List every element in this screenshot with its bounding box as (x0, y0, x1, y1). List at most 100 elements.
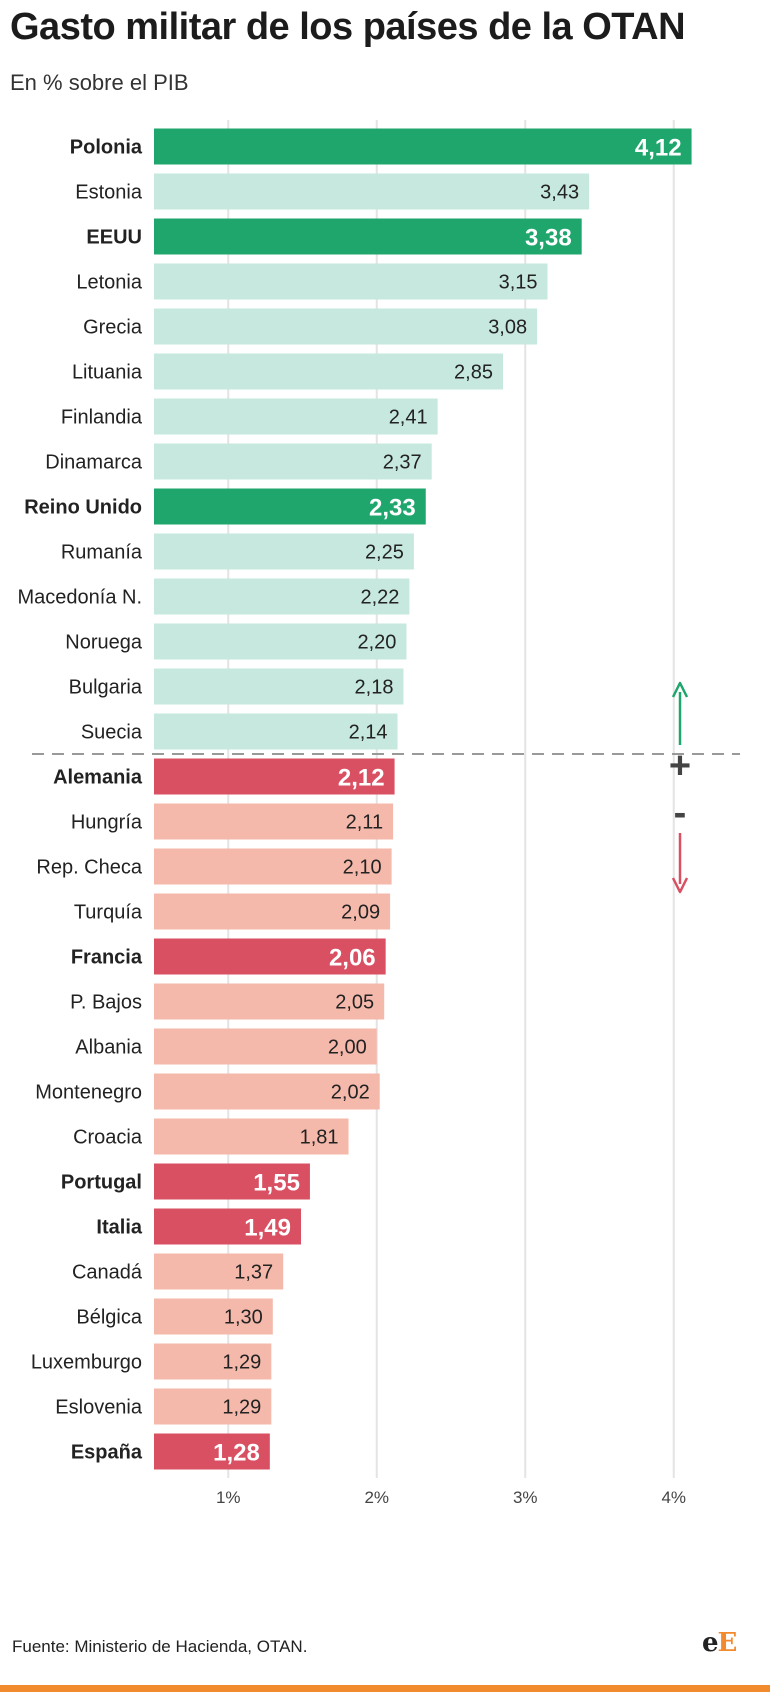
category-label: Alemania (53, 767, 143, 789)
chart-title: Gasto militar de los países de la OTAN (10, 6, 686, 48)
brand-logo: eE (702, 1628, 738, 1658)
bar (154, 893, 391, 930)
data-label: 3,38 (525, 225, 572, 252)
bar (154, 1433, 270, 1470)
x-tick-label: 4% (661, 1488, 686, 1507)
bar (154, 1208, 302, 1245)
data-label: 2,06 (329, 945, 376, 972)
category-label: Italia (96, 1217, 142, 1239)
category-label: Hungría (71, 812, 143, 834)
x-tick-label: 1% (216, 1488, 241, 1507)
bar (154, 173, 590, 210)
category-label: Turquía (74, 902, 143, 924)
x-tick-label: 3% (513, 1488, 538, 1507)
category-label: Macedonía N. (17, 587, 142, 609)
data-label: 1,81 (300, 1127, 339, 1149)
category-label: EEUU (86, 227, 142, 249)
data-label: 2,18 (355, 677, 394, 699)
bar (154, 1253, 284, 1290)
bar (154, 218, 582, 255)
data-label: 1,29 (222, 1397, 261, 1419)
bar (154, 488, 426, 525)
x-tick-label: 2% (364, 1488, 389, 1507)
category-label: Grecia (83, 317, 143, 339)
category-label: Dinamarca (45, 452, 143, 474)
data-label: 2,10 (343, 857, 382, 879)
bar (154, 1118, 349, 1155)
data-label: 1,55 (253, 1170, 300, 1197)
bar (154, 803, 394, 840)
minus-marker: - (674, 792, 687, 834)
bar (154, 758, 395, 795)
bar (154, 668, 404, 705)
category-label: Finlandia (61, 407, 143, 429)
category-label: Portugal (61, 1172, 142, 1194)
chart-subtitle: En % sobre el PIB (10, 70, 189, 95)
bar (154, 1298, 273, 1335)
category-label: Croacia (73, 1127, 143, 1149)
category-label: Eslovenia (55, 1397, 143, 1419)
data-label: 2,22 (360, 587, 399, 609)
category-label: Rep. Checa (36, 857, 142, 879)
data-label: 2,05 (335, 992, 374, 1014)
bar (154, 1028, 377, 1065)
bar (154, 623, 407, 660)
data-label: 2,09 (341, 902, 380, 924)
data-label: 1,49 (244, 1215, 291, 1242)
data-label: 1,28 (213, 1440, 260, 1467)
category-label: Noruega (65, 632, 143, 654)
category-label: Montenegro (35, 1082, 142, 1104)
plus-marker: + (669, 745, 691, 787)
bar-chart: 1% 2% 3% 4% Polonia 4,12 Estonia 3,43 EEUU 3,38 Le… (17, 120, 740, 1507)
category-label: Canadá (72, 1262, 143, 1284)
bar (154, 308, 538, 345)
data-label: 3,15 (499, 272, 538, 294)
category-label: Suecia (81, 722, 143, 744)
category-label: Bulgaria (69, 677, 143, 699)
bar (154, 1388, 272, 1425)
bar (154, 263, 548, 300)
category-label: Estonia (75, 182, 143, 204)
category-label: Albania (75, 1037, 143, 1059)
data-label: 1,30 (224, 1307, 263, 1329)
category-label: Reino Unido (24, 497, 142, 519)
data-label: 2,11 (346, 812, 383, 834)
bar (154, 353, 503, 390)
source-note: Fuente: Ministerio de Hacienda, OTAN. (12, 1637, 308, 1656)
category-label: Bélgica (76, 1307, 142, 1329)
data-label: 2,12 (338, 765, 385, 792)
data-label: 3,43 (540, 182, 579, 204)
category-label: Lituania (72, 362, 143, 384)
category-label: Letonia (76, 272, 142, 294)
bar (154, 443, 432, 480)
bar (154, 1343, 272, 1380)
bar (154, 398, 438, 435)
bar (154, 983, 385, 1020)
category-label: Polonia (70, 137, 143, 159)
data-label: 1,29 (222, 1352, 261, 1374)
data-label: 2,00 (328, 1037, 367, 1059)
logo-letter-e: e (702, 1628, 719, 1658)
data-label: 2,14 (349, 722, 388, 744)
data-label: 2,41 (389, 407, 428, 429)
logo-letter-E: E (717, 1628, 738, 1658)
arrow-down-head-icon (671, 877, 689, 894)
data-label: 2,37 (383, 452, 422, 474)
bar (154, 578, 410, 615)
bar (154, 533, 414, 570)
data-label: 3,08 (488, 317, 527, 339)
data-label: 1,37 (234, 1262, 273, 1284)
data-label: 2,02 (331, 1082, 370, 1104)
category-label: España (71, 1442, 143, 1464)
data-label: 2,85 (454, 362, 493, 384)
bar (154, 1163, 310, 1200)
data-label: 2,20 (358, 632, 397, 654)
arrow-up-head-icon (671, 681, 689, 698)
category-label: P. Bajos (70, 992, 142, 1014)
category-label: Francia (71, 947, 143, 969)
category-label: Luxemburgo (31, 1352, 142, 1374)
category-label: Rumanía (61, 542, 143, 564)
bar (154, 938, 386, 975)
bar (154, 848, 392, 885)
data-label: 2,25 (365, 542, 404, 564)
